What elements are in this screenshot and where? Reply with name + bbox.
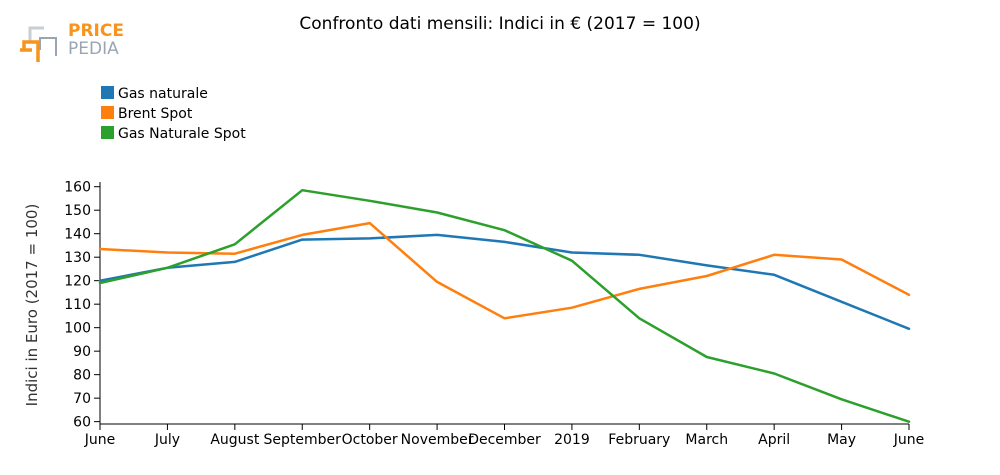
- y-tick-label: 140: [64, 227, 91, 243]
- x-tick-label: November: [401, 432, 474, 448]
- x-tick-label: April: [758, 432, 790, 448]
- y-tick-label: 160: [64, 180, 91, 196]
- y-tick-label: 70: [73, 391, 91, 407]
- legend: Gas naturale Brent Spot Gas Naturale Spot: [101, 86, 246, 142]
- y-tick-label: 150: [64, 203, 91, 219]
- legend-label: Gas naturale: [118, 86, 208, 102]
- x-tick-label: February: [608, 432, 670, 448]
- x-tick-label: September: [264, 432, 342, 448]
- x-tick-label: 2019: [554, 432, 590, 448]
- y-tick-label: 100: [64, 321, 91, 337]
- y-tick-label: 130: [64, 250, 91, 266]
- series-line-1: [98, 233, 911, 331]
- logo-word-price: PRICE: [68, 21, 124, 41]
- legend-label: Gas Naturale Spot: [118, 126, 246, 142]
- x-tick-label: December: [468, 432, 541, 448]
- x-tick-label: June: [84, 432, 116, 448]
- y-tick-label: 110: [64, 297, 91, 313]
- pricepedia-logo: PRICE PEDIA: [20, 21, 124, 62]
- y-tick-label: 60: [73, 415, 91, 431]
- y-tick-label: 120: [64, 274, 91, 290]
- x-axis: June July August September October NovemberDe…: [84, 423, 925, 448]
- legend-swatch: [101, 126, 114, 139]
- legend-swatch: [101, 106, 114, 119]
- legend-swatch: [101, 86, 114, 99]
- x-tick-label: October: [342, 432, 398, 448]
- legend-label: Brent Spot: [118, 106, 193, 122]
- x-tick-label: June: [893, 432, 925, 448]
- chart-title: Confronto dati mensili: Indici in € (201…: [299, 14, 700, 34]
- series-line-3: [98, 188, 911, 423]
- series-layer: [98, 188, 911, 423]
- x-tick-label: August: [210, 432, 260, 448]
- y-tick-label: 80: [73, 368, 91, 384]
- x-tick-label: March: [685, 432, 728, 448]
- y-axis: 60 70 80 90 100 110 120 130 140 150 160: [64, 180, 101, 431]
- series-line-2: [98, 221, 911, 320]
- x-tick-label: July: [154, 432, 180, 448]
- y-tick-label: 90: [73, 344, 91, 360]
- x-tick-label: May: [827, 432, 856, 448]
- y-axis-label: Indici in Euro (2017 = 100): [23, 204, 41, 407]
- logo-word-pedia: PEDIA: [68, 39, 119, 59]
